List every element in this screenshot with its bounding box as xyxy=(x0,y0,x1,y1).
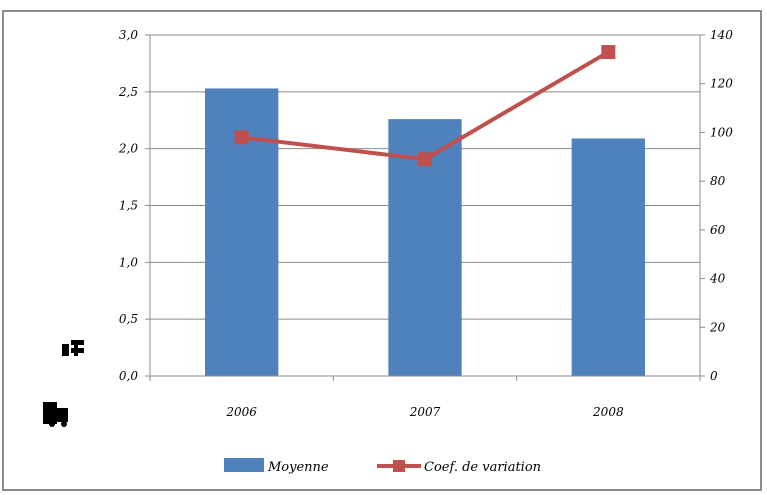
left-tick-label: 2,0 xyxy=(118,142,138,156)
x-tick-label: 2008 xyxy=(592,405,624,419)
line-marker xyxy=(234,130,249,145)
tick-labels: 0,0 0,5 1,0 1,5 2,0 2,5 3,0 0 20 40 60 80 100 120 140 2… xyxy=(118,28,733,419)
right-tick-label: 80 xyxy=(710,174,726,188)
left-tick-label: 0,0 xyxy=(119,369,138,383)
right-tick-label: 0 xyxy=(710,369,718,383)
left-tick-label: 1,5 xyxy=(119,199,138,213)
x-tick-label: 2007 xyxy=(409,405,441,419)
right-tick-label: 100 xyxy=(710,125,733,139)
stray-glyphs xyxy=(43,340,84,427)
x-tick-label: 2006 xyxy=(225,405,257,419)
legend-swatch-bar xyxy=(224,458,264,472)
left-tick-label: 2,5 xyxy=(118,85,138,99)
right-tick-label: 140 xyxy=(710,28,733,42)
right-tick-label: 120 xyxy=(710,77,733,91)
legend-label-line: Coef. de variation xyxy=(424,460,541,475)
line-series xyxy=(234,45,616,167)
bar xyxy=(571,138,645,376)
right-tick-label: 20 xyxy=(709,320,726,334)
left-tick-label: 1,0 xyxy=(119,255,138,269)
line-marker xyxy=(418,152,432,167)
right-tick-label: 60 xyxy=(710,223,726,237)
left-tick-label: 3,0 xyxy=(119,28,138,42)
legend-label-bar: Moyenne xyxy=(267,460,329,475)
line-marker xyxy=(601,45,616,60)
left-tick-label: 0,5 xyxy=(119,312,138,326)
right-tick-label: 40 xyxy=(709,272,726,286)
bar-series xyxy=(205,88,645,376)
legend: Moyenne Coef. de variation xyxy=(224,458,541,475)
legend-swatch-marker xyxy=(393,460,405,472)
axes xyxy=(145,34,705,381)
